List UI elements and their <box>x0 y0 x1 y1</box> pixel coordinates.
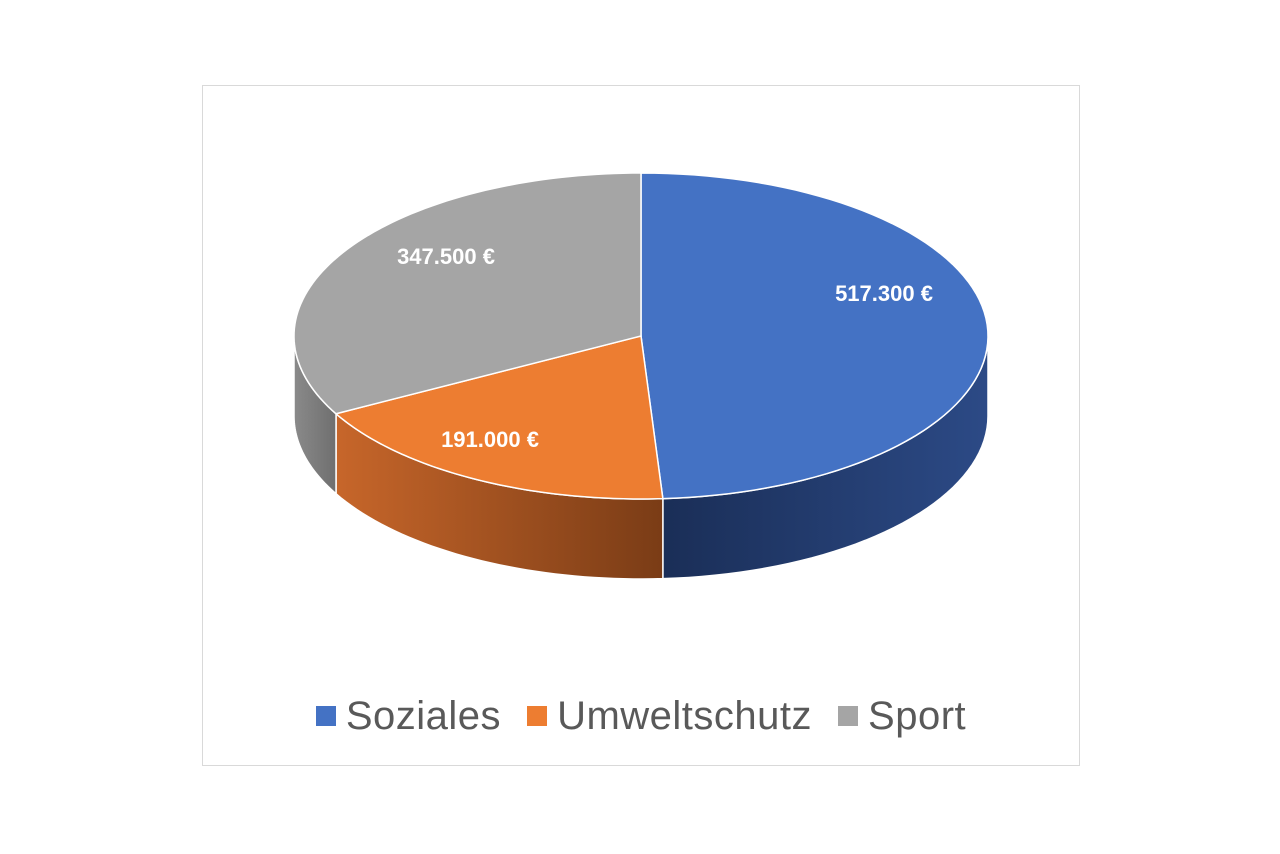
legend: Soziales Umweltschutz Sport <box>202 686 1080 746</box>
legend-label-sport: Sport <box>868 693 967 738</box>
data-label-umweltschutz: 191.000 € <box>441 427 539 452</box>
legend-swatch-umweltschutz <box>527 706 548 726</box>
legend-item-sport: Sport <box>838 694 966 739</box>
legend-label-soziales: Soziales <box>345 693 502 738</box>
data-label-soziales: 517.300 € <box>835 281 933 306</box>
legend-label-umweltschutz: Umweltschutz <box>557 693 813 738</box>
legend-swatch-sport <box>838 706 859 726</box>
pie-slice-umweltschutz <box>334 335 664 500</box>
data-label-sport: 347.500 € <box>397 244 495 269</box>
legend-swatch-soziales <box>315 706 336 726</box>
pie-tops <box>293 172 989 500</box>
pie-slice-sport <box>293 172 642 415</box>
legend-item-soziales: Soziales <box>315 693 502 739</box>
pie-slice-soziales <box>640 172 989 500</box>
legend-item-umweltschutz: Umweltschutz <box>527 694 812 739</box>
pie-labels: 517.300 € 191.000 € 347.500 € <box>397 244 933 452</box>
